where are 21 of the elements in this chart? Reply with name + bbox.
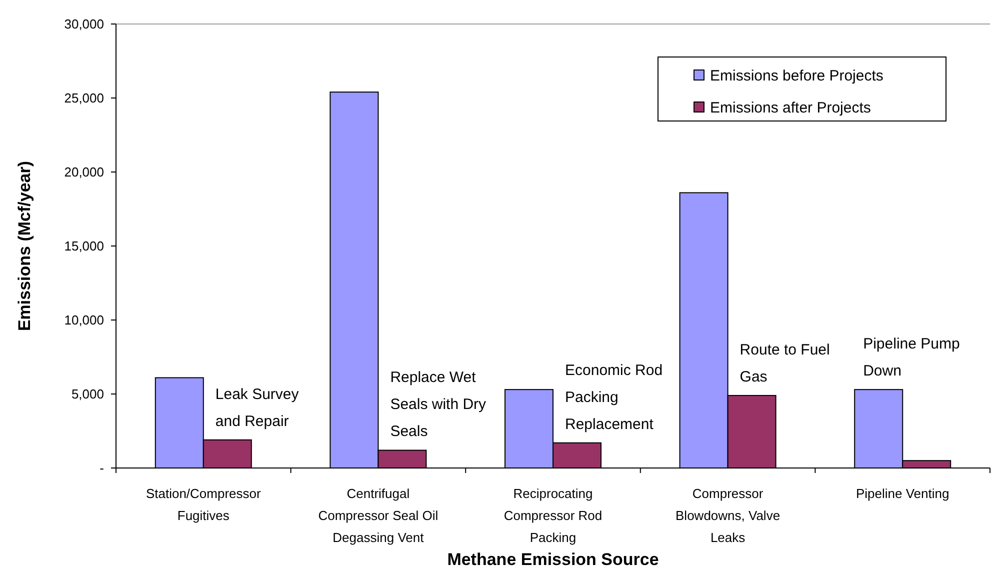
y-tick-label: 30,000	[64, 16, 104, 32]
y-tick-label: -	[100, 460, 104, 476]
y-tick-label: 15,000	[64, 238, 104, 254]
annotation: Leak Survey and Repair	[215, 386, 300, 430]
legend-label: Emissions before Projects	[710, 67, 884, 84]
y-tick-label: 5,000	[71, 386, 104, 402]
annotation: Pipeline Pump Down	[863, 336, 960, 380]
x-tick-label: Centrifugal Compressor Seal Oil Degassing Vent	[318, 486, 438, 545]
y-tick-label: 20,000	[64, 164, 104, 180]
legend-label: Emissions after Projects	[710, 99, 871, 116]
x-tick-label: Compressor Blowdowns, Valve Leaks	[676, 486, 780, 545]
annotation: Replace Wet Seals with Dry Seals	[390, 369, 487, 440]
annotation: Route to Fuel Gas	[740, 341, 830, 386]
x-axis-title: Methane Emission Source	[447, 550, 659, 569]
x-tick-label: Pipeline Venting	[856, 486, 950, 501]
x-tick-label: Station/Compressor Fugitives	[146, 486, 262, 523]
x-tick-label: Reciprocating Compressor Rod Packing	[504, 486, 602, 545]
y-tick-label: 25,000	[64, 90, 104, 106]
y-tick-label: 10,000	[64, 312, 104, 328]
y-axis-title: Emissions (Mcf/year)	[15, 160, 34, 332]
annotation: Economic Rod Packing Replacement	[565, 362, 663, 433]
